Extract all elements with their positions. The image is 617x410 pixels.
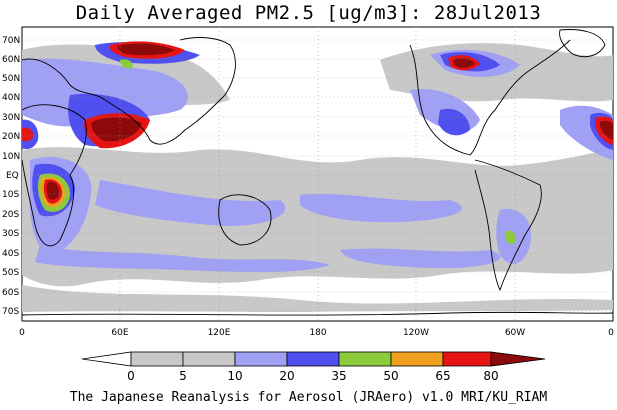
lat-label: EQ	[6, 171, 19, 181]
colorbar-seg-5-10	[182, 351, 236, 367]
colorbar-seg-10-20	[234, 351, 288, 367]
colorbar-arrow-left	[81, 351, 132, 367]
colorbar-seg-35-50	[338, 351, 392, 367]
lon-label: 120W	[403, 328, 429, 338]
lon-label: 60W	[505, 328, 525, 338]
lat-labels: 70N 60N 50N 40N 30N 20N 10N EQ 10S 20S 3…	[2, 36, 20, 317]
lat-label: 40N	[2, 93, 20, 103]
antarctica-coast	[21, 311, 614, 316]
lat-label: 60S	[2, 288, 19, 298]
colorbar-seg-65-80	[442, 351, 492, 367]
color-bar: 0 5 10 20 35 50 65 80	[81, 351, 546, 383]
asia-coast	[104, 37, 236, 145]
colorbar-label: 10	[227, 369, 242, 383]
north-america-coast	[409, 39, 571, 156]
lat-label: 20N	[2, 132, 20, 142]
lat-label: 10N	[2, 152, 20, 162]
lon-labels: 0 60E 120E 180 120W 60W 0	[19, 328, 614, 338]
colorbar-label: 5	[179, 369, 187, 383]
lon-label: 120E	[208, 328, 231, 338]
lon-label: 0	[608, 328, 614, 338]
coastlines	[21, 29, 614, 316]
lon-label: 0	[19, 328, 25, 338]
aerosol-field	[22, 41, 613, 312]
colorbar-label: 50	[383, 369, 398, 383]
lat-label: 50S	[2, 268, 19, 278]
colorbar-seg-0-5	[130, 351, 184, 367]
colorbar-seg-20-35	[286, 351, 340, 367]
lat-label: 30S	[2, 229, 19, 239]
graticule	[22, 27, 613, 321]
colorbar-label: 65	[435, 369, 450, 383]
australia-coast	[218, 194, 272, 246]
colorbar-label: 35	[331, 369, 346, 383]
lat-label: 70N	[2, 36, 20, 46]
dataset-credit: The Japanese Reanalysis for Aerosol (JRA…	[69, 390, 548, 405]
lat-label: 10S	[2, 190, 19, 200]
africa-coast	[21, 104, 87, 247]
lat-label: 30N	[2, 113, 20, 123]
colorbar-arrow-right	[490, 351, 546, 367]
europe-coast	[21, 58, 106, 101]
colorbar-seg-50-65	[390, 351, 444, 367]
lat-label: 40S	[2, 249, 19, 259]
colorbar-label: 0	[127, 369, 135, 383]
lat-label: 70S	[2, 307, 19, 317]
lon-label: 180	[309, 328, 326, 338]
colorbar-label: 20	[279, 369, 294, 383]
lon-label: 60E	[111, 328, 128, 338]
lat-label: 50N	[2, 74, 20, 84]
greenland-coast	[559, 29, 606, 58]
lat-label: 60N	[2, 55, 20, 65]
colorbar-label: 80	[483, 369, 498, 383]
map-title: Daily Averaged PM2.5 [ug/m3]: 28Jul2013	[75, 2, 542, 24]
south-america-coast	[474, 159, 542, 292]
lat-label: 20S	[2, 210, 19, 220]
